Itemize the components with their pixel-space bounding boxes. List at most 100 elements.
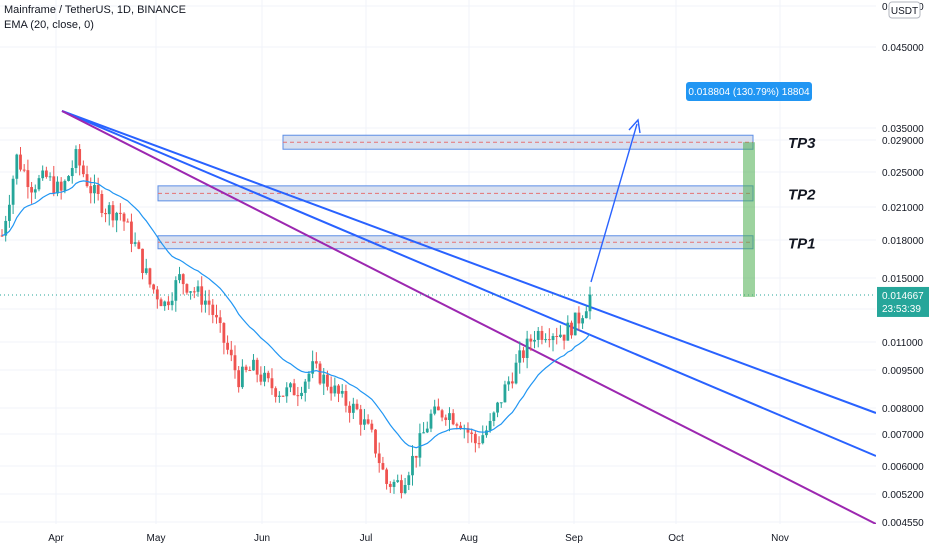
indicator-line[interactable]: EMA (20, close, 0) (4, 19, 94, 31)
price-axis[interactable]: 0.0550000.0450000.0350000.0290000.025000… (876, 0, 932, 550)
candle-body (22, 169, 26, 171)
price-tick: 0.011000 (882, 338, 923, 349)
candle-body (496, 402, 499, 413)
candle-body (374, 429, 377, 454)
candle-body (422, 432, 425, 434)
time-tick: Sep (565, 533, 583, 544)
trendline-1[interactable] (61, 110, 877, 414)
candle-body (436, 406, 440, 411)
candle-body (52, 176, 56, 194)
candle-body (459, 425, 462, 429)
ema-line (0, 180, 876, 449)
candle-body (152, 284, 156, 290)
candle-body (7, 204, 11, 221)
candle-body (19, 154, 22, 170)
candle-body (248, 370, 252, 372)
candle-body (559, 334, 562, 337)
candle-body (263, 372, 266, 382)
candle-body (33, 189, 37, 193)
candle-body (196, 286, 200, 292)
measure-tool: 0.018804 (130.79%) 18804 (590, 82, 812, 297)
measure-range[interactable] (743, 142, 755, 297)
candle-body (451, 413, 455, 425)
candle-body (15, 154, 19, 179)
measure-label-box (686, 82, 812, 101)
price-tick: 0.018000 (882, 236, 924, 247)
candle-body (518, 350, 522, 363)
projection-arrow[interactable] (590, 123, 638, 283)
target-label-tp1: TP1 (788, 235, 816, 252)
time-tick: Nov (771, 533, 789, 544)
candle-body (396, 480, 400, 482)
last-price-countdown: 23:53:39 (882, 304, 921, 315)
candle-body (93, 184, 96, 194)
candle-body (181, 274, 185, 285)
price-tick: 0.004550 (882, 518, 924, 529)
trendline-3[interactable] (61, 110, 877, 525)
candle-body (81, 165, 85, 175)
candle-body (444, 417, 448, 421)
candle-body (203, 300, 207, 305)
candle-body (477, 443, 481, 445)
candle-body (233, 355, 237, 371)
candle-body (440, 410, 444, 418)
symbol-line[interactable]: Mainframe / TetherUS, 1D, BINANCE (4, 4, 186, 16)
candle-body (137, 242, 141, 249)
candle-body (433, 406, 437, 414)
candle-body (141, 248, 144, 274)
price-tick: 0.029000 (882, 136, 924, 147)
candle-body (300, 392, 303, 396)
candle-body (359, 409, 363, 425)
candle-body (41, 170, 45, 179)
candle-body (540, 330, 544, 340)
candle-body (67, 176, 70, 181)
candle-body (514, 362, 518, 384)
candle-body (107, 205, 111, 215)
time-tick: Oct (668, 533, 684, 544)
candle-body (470, 432, 474, 434)
candle-body (551, 335, 555, 341)
candle-body (588, 294, 592, 312)
candle-body (385, 469, 389, 484)
candle-body (148, 268, 152, 285)
time-axis[interactable]: Apr May Jun Jul Aug Sep Oct Nov (0, 524, 876, 550)
candle-body (178, 274, 181, 281)
candle-body (318, 363, 322, 384)
candle-body (274, 388, 278, 397)
candle-body (411, 455, 414, 476)
candle-body (96, 184, 100, 194)
candle-body (499, 402, 503, 404)
candle-body (414, 455, 418, 458)
candle-body (326, 374, 329, 387)
candle-body (207, 300, 211, 305)
candle-body (130, 221, 133, 244)
currency-badge[interactable] (888, 1, 921, 19)
legend: Mainframe / TetherUS, 1D, BINANCE EMA (2… (4, 3, 186, 33)
candle-body (418, 433, 422, 458)
candle-body (292, 383, 296, 396)
candle-body (581, 318, 585, 324)
candle-body (547, 339, 551, 341)
candle-body (388, 483, 392, 487)
price-tick: 0.008000 (882, 404, 924, 415)
candle-body (429, 413, 433, 429)
candle-body (363, 419, 366, 425)
candle-body (255, 359, 259, 375)
candle-body (70, 168, 74, 177)
candle-body (100, 193, 104, 214)
candle-body (185, 284, 189, 293)
candle-body (377, 453, 381, 464)
candle-body (507, 381, 511, 385)
candle-body (270, 378, 274, 389)
candle-body (348, 405, 352, 413)
price-tick: 0.025000 (882, 168, 924, 179)
candle-body (159, 299, 163, 307)
candle-body (167, 301, 170, 306)
candle-body (311, 361, 315, 374)
candle-body (74, 149, 78, 169)
candle-body (281, 395, 285, 397)
measure-label: 0.018804 (130.79%) 18804 (688, 87, 810, 98)
trendline-2[interactable] (61, 110, 877, 457)
